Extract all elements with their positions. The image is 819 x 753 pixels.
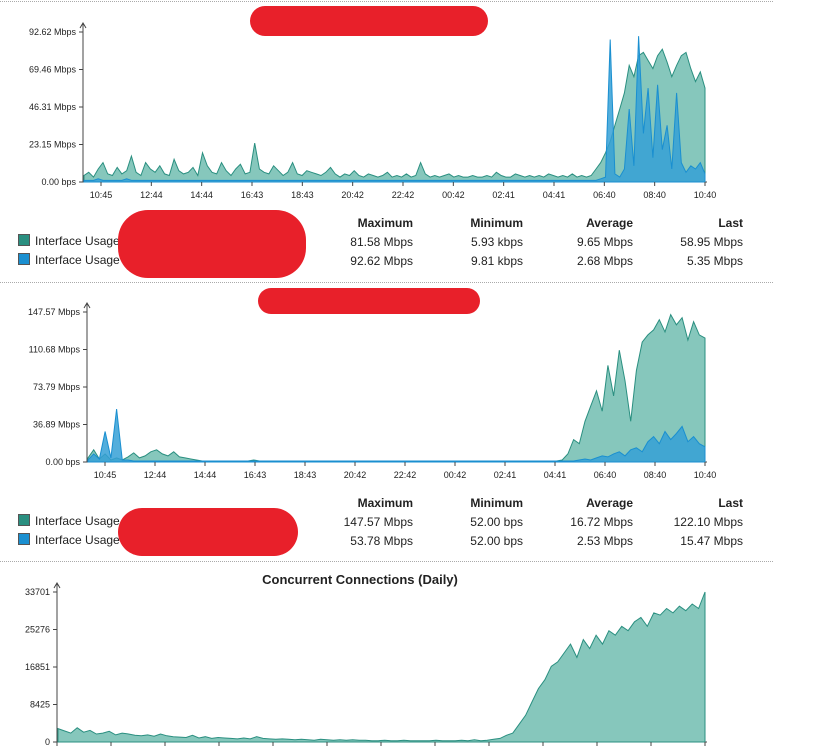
x-tick-label: 00:42 (442, 190, 465, 200)
y-tick-label: 25276 (25, 625, 50, 635)
legend-item: Interface Usage (18, 513, 120, 529)
y-tick-label: 36.89 Mbps (33, 420, 81, 430)
stat-value: 122.10 Mbps (673, 515, 743, 529)
y-tick-label: 33701 (25, 587, 50, 597)
x-tick-label: 16:43 (244, 470, 267, 480)
x-tick-label: 04:41 (544, 470, 567, 480)
x-tick-label: 02:41 (494, 470, 517, 480)
y-tick-label: 8425 (30, 700, 50, 710)
x-tick-label: 18:43 (291, 190, 314, 200)
series-area-2 (87, 409, 706, 463)
stat-value: 2.53 Mbps (576, 534, 633, 548)
stat-value: 52.00 bps (470, 534, 523, 548)
legend-swatch (18, 253, 30, 265)
x-tick-label: 22:42 (392, 190, 415, 200)
y-tick-label: 16851 (25, 662, 50, 672)
legend-item: Interface Usage (18, 252, 120, 268)
stat-value: 92.62 Mbps (350, 254, 413, 268)
x-tick-label: 22:42 (394, 470, 417, 480)
x-tick-label: 10:45 (94, 470, 117, 480)
stat-value: 52.00 bps (470, 515, 523, 529)
stat-header-maximum: Maximum (357, 496, 413, 510)
x-tick-label: 20:42 (344, 470, 367, 480)
stat-value: 5.35 Mbps (686, 254, 743, 268)
stat-header-average: Average (586, 216, 633, 230)
y-tick-label: 0 (45, 737, 50, 747)
x-tick-label: 20:42 (341, 190, 364, 200)
legend-item: Interface Usage (18, 532, 120, 548)
x-tick-label: 00:42 (444, 470, 467, 480)
stat-value: 2.68 Mbps (576, 254, 633, 268)
legend-item: Interface Usage (18, 233, 120, 249)
legend-swatch (18, 514, 30, 526)
stat-value: 5.93 kbps (470, 235, 523, 249)
stat-value: 15.47 Mbps (680, 534, 743, 548)
stat-value: 53.78 Mbps (350, 534, 413, 548)
divider (0, 561, 773, 562)
legend-label: Interface Usage (35, 533, 120, 547)
y-axis-arrow (79, 22, 87, 29)
x-tick-label: 10:40 (694, 190, 717, 200)
stat-header-minimum: Minimum (470, 496, 523, 510)
legend-swatch (18, 533, 30, 545)
stat-value: 9.81 kbps (470, 254, 523, 268)
x-tick-label: 12:44 (144, 470, 167, 480)
x-tick-label: 16:43 (241, 190, 264, 200)
x-tick-label: 02:41 (492, 190, 515, 200)
x-tick-label: 14:44 (194, 470, 217, 480)
chart-interface-usage-1: 0.00 bps 23.15 Mbps 46.31 Mbps 69.46 Mbps 92… (29, 22, 717, 200)
y-axis-arrow (83, 302, 91, 309)
y-tick-label: 46.31 Mbps (29, 102, 77, 112)
x-tick-label: 06:40 (594, 470, 617, 480)
stat-header-minimum: Minimum (470, 216, 523, 230)
x-tick-label: 04:41 (543, 190, 566, 200)
stat-value: 9.65 Mbps (576, 235, 633, 249)
stat-value: 147.57 Mbps (343, 515, 413, 529)
chart-interface-usage-2: 0.00 bps 36.89 Mbps 73.79 Mbps 110.68 Mbps 1… (28, 302, 717, 480)
series-area-1 (87, 313, 706, 463)
divider (0, 282, 773, 283)
y-tick-label: 23.15 Mbps (29, 140, 77, 150)
y-tick-label: 0.00 bps (41, 177, 76, 187)
stat-value: 81.58 Mbps (350, 235, 413, 249)
redaction-mark (250, 6, 488, 36)
chart-concurrent-connections: 0 8425 16851 25276 33701 (25, 582, 707, 747)
y-tick-label: 69.46 Mbps (29, 65, 77, 75)
x-tick-label: 10:40 (694, 470, 717, 480)
x-tick-label: 06:40 (593, 190, 616, 200)
y-axis-arrow (53, 582, 61, 589)
y-tick-label: 73.79 Mbps (33, 382, 81, 392)
chart-title: Concurrent Connections (Daily) (262, 572, 458, 587)
stat-header-last: Last (718, 496, 743, 510)
x-tick-label: 10:45 (90, 190, 113, 200)
redaction-mark (118, 210, 306, 278)
redaction-mark (258, 288, 480, 314)
x-tick-label: 14:44 (190, 190, 213, 200)
x-tick-label: 12:44 (140, 190, 163, 200)
legend-label: Interface Usage (35, 514, 120, 528)
legend-label: Interface Usage (35, 253, 120, 267)
legend-swatch (18, 234, 30, 246)
x-tick-label: 18:43 (294, 470, 317, 480)
stat-header-maximum: Maximum (357, 216, 413, 230)
x-tick-label: 08:40 (644, 470, 667, 480)
x-tick-label: 08:40 (643, 190, 666, 200)
y-tick-label: 147.57 Mbps (28, 307, 81, 317)
stat-value: 16.72 Mbps (570, 515, 633, 529)
y-tick-label: 0.00 bps (45, 457, 80, 467)
stat-value: 58.95 Mbps (680, 235, 743, 249)
stat-header-last: Last (718, 216, 743, 230)
redaction-mark (118, 508, 298, 556)
y-tick-label: 92.62 Mbps (29, 27, 77, 37)
series-area-2 (83, 36, 706, 183)
divider (0, 1, 773, 2)
legend-label: Interface Usage (35, 234, 120, 248)
series-area-1 (57, 591, 706, 743)
stat-header-average: Average (586, 496, 633, 510)
y-tick-label: 110.68 Mbps (29, 345, 81, 355)
